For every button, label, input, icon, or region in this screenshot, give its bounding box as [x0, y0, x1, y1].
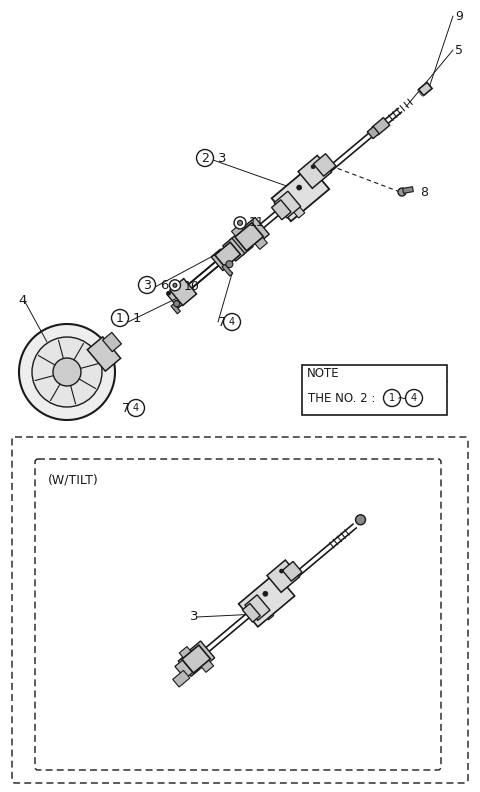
- Polygon shape: [282, 562, 302, 581]
- Polygon shape: [313, 154, 336, 176]
- Polygon shape: [267, 560, 300, 592]
- Polygon shape: [200, 658, 214, 672]
- Text: 3: 3: [218, 151, 227, 165]
- Text: 3: 3: [143, 279, 151, 291]
- Text: 6: 6: [160, 279, 168, 291]
- Polygon shape: [244, 218, 269, 243]
- Circle shape: [173, 284, 177, 287]
- Circle shape: [19, 324, 115, 420]
- Polygon shape: [211, 249, 232, 271]
- Circle shape: [398, 188, 406, 196]
- Circle shape: [53, 358, 81, 386]
- Text: 1: 1: [133, 311, 142, 325]
- Polygon shape: [253, 235, 267, 249]
- Circle shape: [167, 291, 170, 295]
- Circle shape: [111, 310, 129, 326]
- Circle shape: [238, 220, 242, 226]
- Polygon shape: [178, 652, 202, 676]
- Polygon shape: [167, 287, 188, 308]
- Polygon shape: [298, 155, 331, 188]
- Text: 3: 3: [190, 611, 199, 623]
- Text: ~: ~: [397, 391, 407, 405]
- FancyBboxPatch shape: [12, 437, 468, 783]
- Polygon shape: [242, 604, 260, 622]
- Polygon shape: [229, 231, 253, 255]
- Polygon shape: [173, 670, 190, 687]
- Polygon shape: [262, 607, 274, 620]
- Polygon shape: [215, 242, 240, 268]
- Text: 10: 10: [184, 280, 200, 293]
- Polygon shape: [403, 187, 413, 193]
- Text: 9: 9: [455, 10, 463, 22]
- Circle shape: [234, 217, 246, 229]
- Polygon shape: [235, 223, 264, 251]
- Polygon shape: [372, 117, 390, 135]
- Text: 2: 2: [201, 151, 209, 165]
- Text: NOTE: NOTE: [307, 367, 340, 379]
- Polygon shape: [223, 238, 245, 261]
- Polygon shape: [231, 225, 246, 239]
- Polygon shape: [274, 191, 301, 218]
- Text: 7: 7: [122, 402, 130, 414]
- Text: 7: 7: [218, 315, 226, 329]
- Circle shape: [263, 592, 268, 596]
- Text: 4: 4: [133, 403, 139, 413]
- Circle shape: [128, 399, 144, 417]
- Polygon shape: [190, 641, 215, 667]
- Polygon shape: [175, 660, 193, 679]
- Circle shape: [224, 314, 240, 330]
- Circle shape: [384, 390, 400, 406]
- Text: 4: 4: [229, 317, 235, 327]
- Polygon shape: [182, 645, 210, 673]
- Text: 11: 11: [249, 216, 265, 230]
- Circle shape: [196, 150, 214, 166]
- Circle shape: [279, 569, 284, 573]
- FancyBboxPatch shape: [302, 365, 447, 415]
- Circle shape: [169, 280, 180, 291]
- Polygon shape: [103, 333, 121, 352]
- Circle shape: [226, 261, 233, 268]
- Polygon shape: [171, 303, 180, 314]
- Polygon shape: [170, 279, 196, 306]
- Text: 8: 8: [420, 185, 428, 199]
- Circle shape: [406, 390, 422, 406]
- Polygon shape: [239, 573, 295, 626]
- Polygon shape: [367, 127, 379, 139]
- Text: 4: 4: [411, 393, 417, 403]
- Circle shape: [356, 515, 366, 525]
- Text: THE NO. 2 :: THE NO. 2 :: [308, 391, 379, 405]
- Polygon shape: [245, 595, 270, 620]
- Circle shape: [174, 301, 180, 307]
- Polygon shape: [291, 204, 305, 218]
- Text: 1: 1: [389, 393, 395, 403]
- Text: 5: 5: [455, 44, 463, 56]
- Polygon shape: [87, 337, 120, 371]
- Circle shape: [297, 185, 302, 190]
- Polygon shape: [272, 200, 291, 219]
- Text: 1: 1: [116, 311, 124, 325]
- Circle shape: [311, 165, 315, 169]
- Text: (W/TILT): (W/TILT): [48, 474, 99, 486]
- Circle shape: [32, 337, 102, 407]
- Polygon shape: [222, 265, 233, 276]
- Polygon shape: [272, 166, 329, 221]
- Text: 4: 4: [18, 294, 26, 307]
- Polygon shape: [179, 646, 193, 661]
- FancyBboxPatch shape: [35, 459, 441, 770]
- Polygon shape: [419, 82, 432, 96]
- Circle shape: [174, 300, 178, 304]
- Circle shape: [139, 276, 156, 294]
